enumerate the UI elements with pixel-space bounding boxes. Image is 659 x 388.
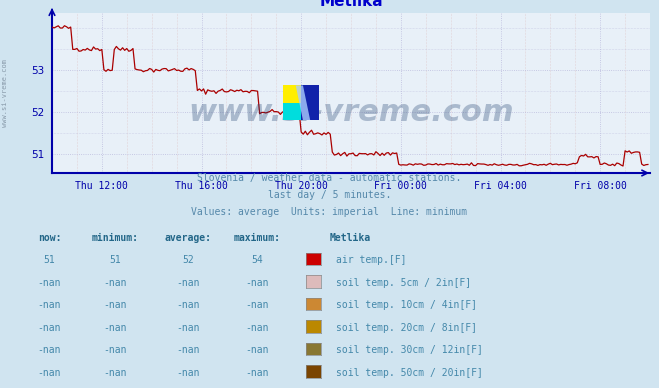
- Text: soil temp. 30cm / 12in[F]: soil temp. 30cm / 12in[F]: [336, 345, 483, 355]
- Text: -nan: -nan: [176, 345, 200, 355]
- Text: last day / 5 minutes.: last day / 5 minutes.: [268, 190, 391, 200]
- Text: www.si-vreme.com: www.si-vreme.com: [2, 59, 9, 127]
- Text: -nan: -nan: [38, 300, 61, 310]
- Title: Metlika: Metlika: [319, 0, 383, 9]
- Text: 51: 51: [43, 255, 55, 265]
- Text: -nan: -nan: [245, 300, 269, 310]
- Text: -nan: -nan: [103, 278, 127, 288]
- Bar: [283, 103, 301, 120]
- Text: -nan: -nan: [103, 323, 127, 333]
- Polygon shape: [296, 85, 310, 120]
- Text: -nan: -nan: [38, 278, 61, 288]
- Text: -nan: -nan: [245, 323, 269, 333]
- Text: soil temp. 20cm / 8in[F]: soil temp. 20cm / 8in[F]: [336, 323, 477, 333]
- Text: -nan: -nan: [103, 345, 127, 355]
- Text: -nan: -nan: [176, 368, 200, 378]
- Text: -nan: -nan: [103, 300, 127, 310]
- Text: -nan: -nan: [176, 323, 200, 333]
- Text: 52: 52: [182, 255, 194, 265]
- Text: soil temp. 10cm / 4in[F]: soil temp. 10cm / 4in[F]: [336, 300, 477, 310]
- Text: -nan: -nan: [38, 323, 61, 333]
- Text: -nan: -nan: [245, 278, 269, 288]
- Bar: [283, 85, 301, 103]
- Text: -nan: -nan: [176, 300, 200, 310]
- Text: maximum:: maximum:: [233, 233, 281, 243]
- Text: soil temp. 50cm / 20in[F]: soil temp. 50cm / 20in[F]: [336, 368, 483, 378]
- Polygon shape: [301, 85, 320, 120]
- Text: -nan: -nan: [38, 345, 61, 355]
- Text: www.si-vreme.com: www.si-vreme.com: [188, 98, 514, 127]
- Text: -nan: -nan: [176, 278, 200, 288]
- Text: Values: average  Units: imperial  Line: minimum: Values: average Units: imperial Line: mi…: [191, 206, 468, 217]
- Text: -nan: -nan: [245, 345, 269, 355]
- Text: minimum:: minimum:: [92, 233, 139, 243]
- Text: air temp.[F]: air temp.[F]: [336, 255, 407, 265]
- Text: -nan: -nan: [38, 368, 61, 378]
- Text: now:: now:: [38, 233, 61, 243]
- Text: 51: 51: [109, 255, 121, 265]
- Text: average:: average:: [164, 233, 212, 243]
- Text: 54: 54: [251, 255, 263, 265]
- Text: Metlika: Metlika: [330, 233, 370, 243]
- Text: -nan: -nan: [245, 368, 269, 378]
- Text: Slovenia / weather data - automatic stations.: Slovenia / weather data - automatic stat…: [197, 173, 462, 183]
- Text: soil temp. 5cm / 2in[F]: soil temp. 5cm / 2in[F]: [336, 278, 471, 288]
- Text: -nan: -nan: [103, 368, 127, 378]
